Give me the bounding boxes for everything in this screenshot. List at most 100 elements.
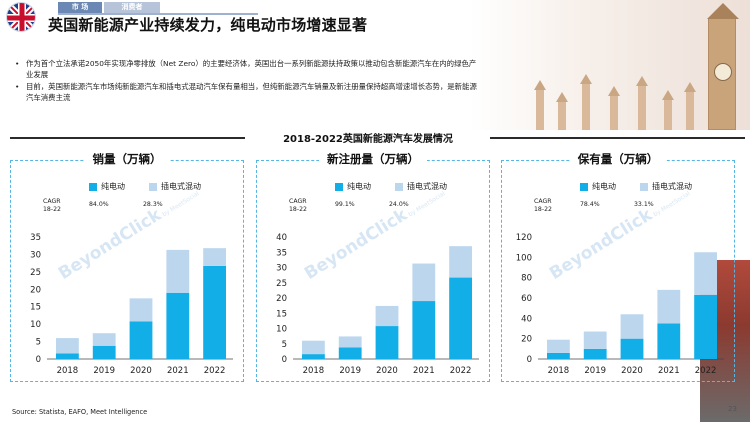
clock-tower-decoration [707,3,739,130]
x-tick-label: 2022 [204,366,226,376]
bar-segment-phev [546,339,570,353]
bar-segment-phev [449,246,473,278]
bar-segment-bev [166,292,190,359]
y-tick-label: 30 [30,250,41,260]
chart-panel-sales: 销量（万辆） 纯电动 插电式混动 CAGR 18-22 84.0% 28.3% Beyon… [10,151,244,382]
bar-segment-bev [338,347,362,359]
tab-underline [58,13,258,15]
y-tick-label: 100 [516,253,532,263]
x-tick-label: 2020 [621,366,643,376]
section-rule-right [490,137,745,139]
bar-segment-phev [301,340,325,355]
y-tick-label: 20 [30,285,41,295]
legend-label-bev: 纯电动 [101,182,125,191]
y-tick-label: 5 [282,340,287,350]
tab-market[interactable]: 市 场 [58,2,102,13]
y-tick-label: 5 [36,338,41,348]
page-title: 英国新能源产业持续发力，纯电动市场增速显著 [48,16,368,34]
bar-segment-bev [694,294,718,359]
x-tick-label: 2021 [167,366,189,376]
bullet-marker: • [15,59,20,68]
bar-segment-phev [92,333,116,346]
bullet-marker: • [15,82,20,91]
x-tick-label: 2019 [584,366,606,376]
legend-label-phev: 插电式混动 [652,182,692,191]
bullet-text: 作为首个立法承诺2050年实现净零排放（Net Zero）的主要经济体，英国出台… [26,59,477,79]
x-tick-label: 2022 [450,366,472,376]
cagr-value-phev: 28.3% [143,201,163,208]
y-tick-label: 0 [36,355,41,365]
background-cityscape [470,0,750,130]
bullet-item: • 目前，英国新能源汽车市场纯新能源汽车和插电式混动汽车保有量相当，但纯新能源汽… [12,81,482,103]
bar-segment-bev [657,323,681,359]
bar-segment-phev [694,252,718,295]
chart-title: 销量（万辆） [84,151,170,167]
bar-chart: 0 20 40 60 80 100 120 2018 2019 2020 2021 2022 [516,233,724,376]
cagr-label: CAGR 18-22 [289,198,307,213]
section-rule-left [10,137,245,139]
bar-segment-bev [620,338,644,359]
chart-title: 保有量（万辆） [569,151,667,167]
y-tick-label: 15 [30,303,41,313]
section-header: 2018-2022英国新能源汽车发展情况 [10,130,745,145]
tab-consumer[interactable]: 消费者 [104,2,160,13]
section-title: 2018-2022英国新能源汽车发展情况 [283,134,453,145]
cagr-value-phev: 33.1% [634,201,654,208]
legend-swatch-phev [149,182,157,191]
bar-segment-phev [412,263,436,302]
cagr-value-bev: 99.1% [335,201,355,208]
y-tick-label: 40 [276,233,287,243]
bar-segment-bev [55,353,79,359]
legend-label-bev: 纯电动 [592,182,616,191]
chart-legend: 纯电动 插电式混动 [89,181,201,192]
bar-segment-phev [203,248,227,266]
x-tick-label: 2018 [303,366,325,376]
legend-swatch-phev [640,182,648,191]
bar-segment-bev [301,354,325,359]
bar-segment-phev [657,289,681,324]
x-tick-label: 2019 [339,366,361,376]
bar-segment-phev [338,336,362,348]
y-tick-label: 20 [521,335,532,345]
bar-chart: 0 5 10 15 20 25 30 35 2018 2019 2020 2021 2022 [30,233,233,376]
x-tick-label: 2022 [695,366,717,376]
bar-segment-bev [449,277,473,359]
bar-segment-phev [166,249,190,293]
bar-segment-bev [412,301,436,359]
x-tick-label: 2021 [658,366,680,376]
y-tick-label: 10 [276,325,287,335]
uk-flag-icon [6,2,36,32]
y-tick-label: 35 [276,248,287,258]
chart-panel-fleet: 保有量（万辆） 纯电动 插电式混动 CAGR 18-22 78.4% 33.1% Beyo… [501,151,735,382]
y-tick-label: 60 [521,294,532,304]
legend-swatch-bev [89,182,97,191]
y-tick-label: 80 [521,274,532,284]
bar-segment-phev [129,298,153,322]
bar-segment-bev [92,345,116,359]
bar-segment-phev [620,314,644,339]
cagr-label: CAGR 18-22 [534,198,552,213]
bar-chart: 0 5 10 15 20 25 30 35 40 2018 2019 2020 2021 2022 [276,233,479,376]
chart-legend: 纯电动 插电式混动 [335,181,447,192]
legend-swatch-bev [580,182,588,191]
chart-panel-registrations: 新注册量（万辆） 纯电动 插电式混动 CAGR 18-22 99.1% 24.0% Bey… [256,151,490,382]
bullet-item: • 作为首个立法承诺2050年实现净零排放（Net Zero）的主要经济体，英国… [12,58,482,80]
x-tick-label: 2018 [57,366,79,376]
legend-swatch-bev [335,182,343,191]
y-tick-label: 25 [276,279,287,289]
y-tick-label: 25 [30,268,41,278]
page-number: 23 [728,405,737,413]
y-tick-label: 35 [30,233,41,243]
legend-swatch-phev [395,182,403,191]
cagr-value-bev: 84.0% [89,201,109,208]
y-tick-label: 0 [527,355,532,365]
cagr-label: CAGR 18-22 [43,198,61,213]
legend-label-bev: 纯电动 [347,182,371,191]
x-tick-label: 2020 [376,366,398,376]
x-tick-label: 2019 [93,366,115,376]
source-note: Source: Statista, EAFO, Meet Intelligenc… [12,408,148,416]
y-tick-label: 0 [282,355,287,365]
legend-label-phev: 插电式混动 [161,182,201,191]
bar-segment-bev [546,352,570,359]
chart-legend: 纯电动 插电式混动 [580,181,692,192]
